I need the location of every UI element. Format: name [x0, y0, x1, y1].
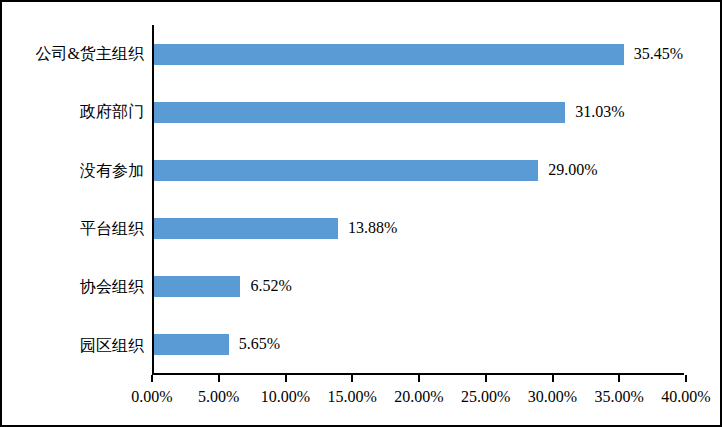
axis-tick-label: 25.00%	[461, 388, 510, 406]
plot-area: 35.45% 31.03% 29.00% 13.88% 6.52% 5.65%	[152, 25, 684, 375]
category-label: 没有参加	[80, 163, 144, 179]
axis-tick	[351, 375, 353, 382]
value-label: 5.65%	[239, 336, 280, 352]
bar-row: 6.52%	[154, 257, 684, 315]
bar-rows: 35.45% 31.03% 29.00% 13.88% 6.52% 5.65%	[154, 25, 684, 373]
category-row: 公司&货主组织	[2, 25, 144, 83]
axis-tick-label: 5.00%	[198, 388, 239, 406]
category-axis: 公司&货主组织政府部门没有参加平台组织协会组织园区组织	[2, 25, 144, 375]
axis-tick-label: 35.00%	[595, 388, 644, 406]
axis-tick-label: 15.00%	[328, 388, 377, 406]
category-label: 政府部门	[80, 104, 144, 120]
category-row: 协会组织	[2, 258, 144, 316]
axis-tick	[418, 375, 420, 382]
value-label: 6.52%	[250, 278, 291, 294]
category-label: 协会组织	[80, 279, 144, 295]
x-axis-tick-labels: 0.00%5.00%10.00%15.00%20.00%25.00%30.00%…	[152, 388, 686, 408]
category-row: 园区组织	[2, 317, 144, 375]
axis-tick	[218, 375, 220, 382]
bar	[154, 218, 338, 239]
bar	[154, 160, 538, 181]
axis-tick-label: 20.00%	[394, 388, 443, 406]
axis-tick-label: 0.00%	[131, 388, 172, 406]
category-row: 平台组织	[2, 200, 144, 258]
axis-tick-label: 30.00%	[528, 388, 577, 406]
value-label: 31.03%	[575, 104, 624, 120]
bar-row: 35.45%	[154, 25, 684, 83]
category-label: 公司&货主组织	[36, 46, 144, 62]
axis-tick	[485, 375, 487, 382]
bar-chart-figure: 公司&货主组织政府部门没有参加平台组织协会组织园区组织 35.45% 31.03%…	[0, 0, 722, 427]
category-row: 没有参加	[2, 142, 144, 200]
x-axis-ticks	[152, 375, 686, 383]
category-label: 平台组织	[80, 221, 144, 237]
bar-row: 5.65%	[154, 315, 684, 373]
bar	[154, 276, 240, 297]
category-label: 园区组织	[80, 338, 144, 354]
bar-row: 13.88%	[154, 199, 684, 257]
axis-tick	[151, 375, 153, 382]
bar-row: 31.03%	[154, 83, 684, 141]
axis-tick	[685, 375, 687, 382]
category-row: 政府部门	[2, 83, 144, 141]
axis-tick	[618, 375, 620, 382]
value-label: 29.00%	[548, 162, 597, 178]
axis-tick	[552, 375, 554, 382]
value-label: 35.45%	[634, 46, 683, 62]
axis-tick	[285, 375, 287, 382]
bar	[154, 102, 565, 123]
axis-tick-label: 40.00%	[661, 388, 710, 406]
bar	[154, 44, 624, 65]
bar-row: 29.00%	[154, 141, 684, 199]
bar	[154, 334, 229, 355]
value-label: 13.88%	[348, 220, 397, 236]
axis-tick-label: 10.00%	[261, 388, 310, 406]
